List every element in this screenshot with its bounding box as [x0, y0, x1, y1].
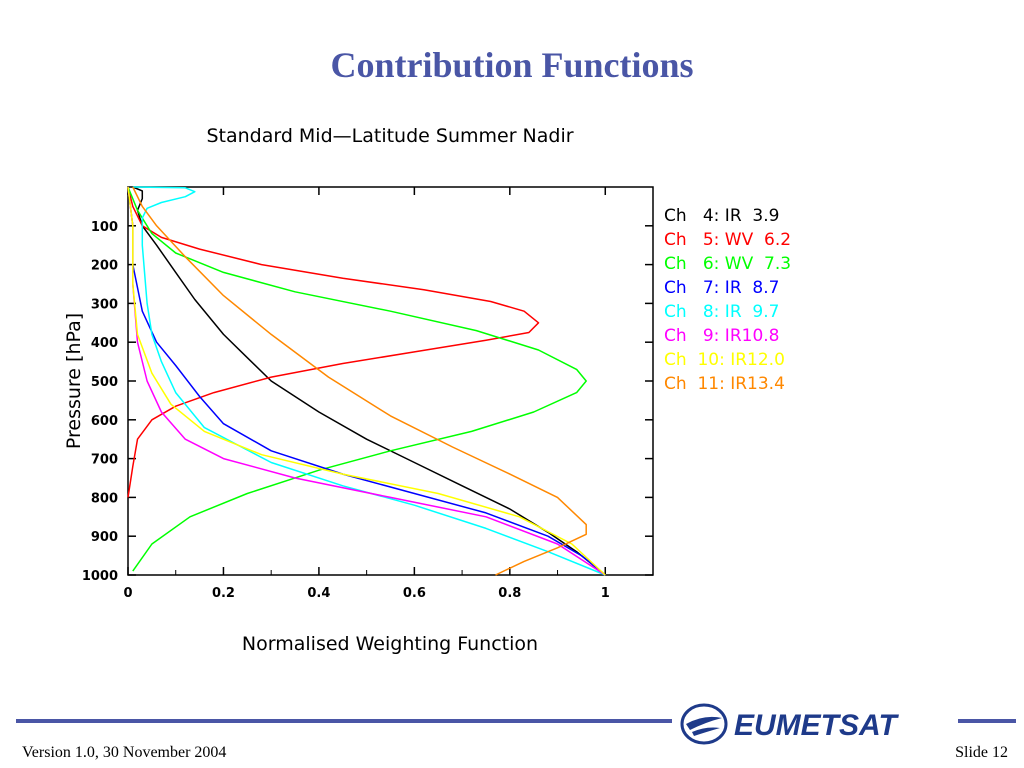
- series-line: [132, 186, 606, 576]
- legend-entry: Ch 9: IR10.8: [664, 326, 779, 346]
- series-line: [132, 186, 587, 576]
- y-tick-label: 700: [91, 453, 118, 468]
- legend-entry: Ch 11: IR13.4: [664, 374, 785, 394]
- slide-number: Slide 12: [955, 744, 1008, 761]
- x-tick-label: 1: [601, 586, 610, 601]
- x-tick-label: 0.4: [307, 586, 330, 601]
- x-tick-label: 0.2: [212, 586, 235, 601]
- footer-rule-right: [958, 719, 1016, 723]
- series-line: [127, 186, 587, 572]
- x-axis-label: Normalised Weighting Function: [242, 633, 538, 655]
- y-tick-label: 300: [91, 297, 118, 312]
- legend-entry: Ch 8: IR 9.7: [664, 302, 779, 322]
- legend-entry: Ch 7: IR 8.7: [664, 278, 779, 298]
- globe-icon: [680, 703, 728, 745]
- eumetsat-logo: EUMETSAT: [680, 703, 899, 745]
- legend-entry: Ch 10: IR12.0: [664, 350, 785, 370]
- series-line: [127, 186, 606, 576]
- plot-frame: [127, 186, 654, 576]
- y-tick-label: 600: [91, 414, 118, 429]
- series-line: [127, 186, 606, 576]
- legend-entry: Ch 6: WV 7.3: [664, 254, 791, 274]
- y-axis-label: Pressure [hPa]: [63, 313, 85, 449]
- legend-entry: Ch 5: WV 6.2: [664, 230, 791, 250]
- x-tick-label: 0.8: [498, 586, 521, 601]
- footer-rule-left: [16, 719, 672, 723]
- y-tick-label: 200: [91, 259, 118, 274]
- chart-title: Standard Mid—Latitude Summer Nadir: [206, 125, 573, 147]
- y-tick-label: 1000: [82, 569, 118, 584]
- series-line: [127, 186, 606, 576]
- orbit-swoosh-icon: [686, 716, 722, 730]
- y-tick-label: 400: [91, 336, 118, 351]
- series-line: [127, 186, 540, 498]
- x-tick-label: 0.6: [403, 586, 426, 601]
- x-tick-label: 0: [123, 586, 132, 601]
- logo-text: EUMETSAT: [734, 709, 899, 742]
- series-line: [132, 186, 606, 576]
- legend-entry: Ch 4: IR 3.9: [664, 206, 779, 226]
- y-tick-label: 100: [91, 220, 118, 235]
- version-info: Version 1.0, 30 November 2004: [22, 744, 227, 761]
- weighting-function-chart: Standard Mid—Latitude Summer Nadir 0 0.2 0…: [63, 125, 791, 655]
- y-tick-label: 500: [91, 375, 118, 390]
- y-tick-label: 800: [91, 491, 118, 506]
- y-tick-label: 900: [91, 530, 118, 545]
- slide-title: Contribution Functions: [330, 45, 694, 85]
